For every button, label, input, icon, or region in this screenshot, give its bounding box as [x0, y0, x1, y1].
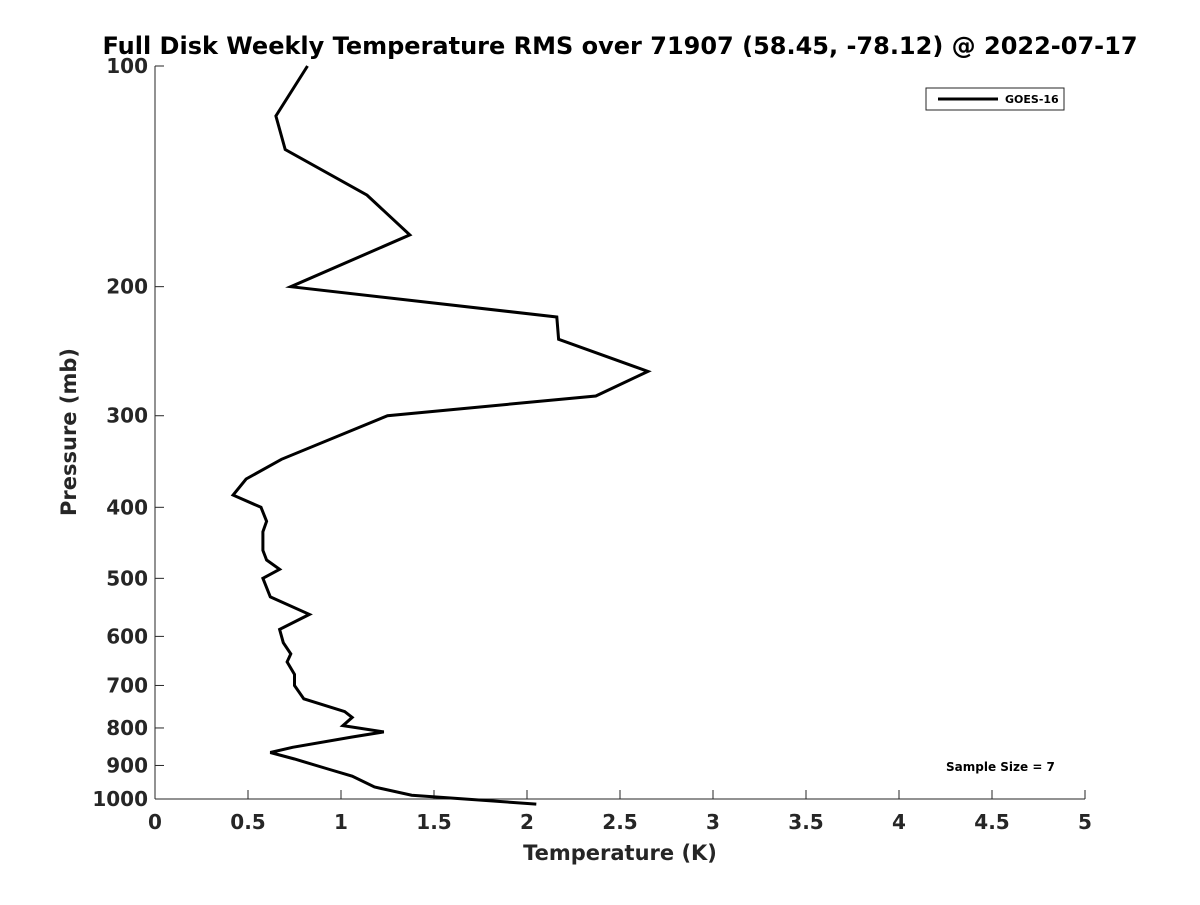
- sample-size-annotation: Sample Size = 7: [946, 760, 1055, 774]
- axes: 0 0.5 1 1.5 2 2.5 3 3.5 4 4.5 5 100 200 300 400 500 600…: [92, 54, 1092, 834]
- x-ticks: 0 0.5 1 1.5 2 2.5 3 3.5 4 4.5 5: [148, 790, 1092, 834]
- series-layer: [230, 65, 652, 806]
- x-tick-label: 2: [520, 810, 534, 834]
- y-tick-label: 100: [106, 54, 148, 78]
- chart-title: Full Disk Weekly Temperature RMS over 71…: [102, 32, 1137, 60]
- x-tick-label: 1.5: [416, 810, 451, 834]
- y-tick-label: 600: [106, 624, 148, 648]
- y-tick-label: 200: [106, 275, 148, 299]
- legend-label-goes-16: GOES-16: [1005, 93, 1059, 106]
- y-tick-label: 900: [106, 753, 148, 777]
- y-ticks: 100 200 300 400 500 600 700 800 900 1000: [92, 54, 164, 811]
- x-tick-label: 3.5: [788, 810, 823, 834]
- y-tick-label: 700: [106, 673, 148, 697]
- y-tick-label: 800: [106, 716, 148, 740]
- y-axis-label: Pressure (mb): [57, 348, 81, 516]
- y-tick-label: 1000: [92, 787, 148, 811]
- x-tick-label: 4.5: [974, 810, 1009, 834]
- y-tick-label: 300: [106, 404, 148, 428]
- x-tick-label: 5: [1078, 810, 1092, 834]
- x-axis-label: Temperature (K): [523, 841, 717, 865]
- x-tick-label: 0.5: [230, 810, 265, 834]
- x-tick-label: 2.5: [602, 810, 637, 834]
- legend: GOES-16: [925, 87, 1065, 111]
- y-tick-label: 500: [106, 566, 148, 590]
- x-tick-label: 1: [334, 810, 348, 834]
- x-tick-label: 0: [148, 810, 162, 834]
- x-tick-label: 4: [892, 810, 906, 834]
- y-tick-label: 400: [106, 495, 148, 519]
- series-line-goes-16: [230, 65, 652, 806]
- x-tick-label: 3: [706, 810, 720, 834]
